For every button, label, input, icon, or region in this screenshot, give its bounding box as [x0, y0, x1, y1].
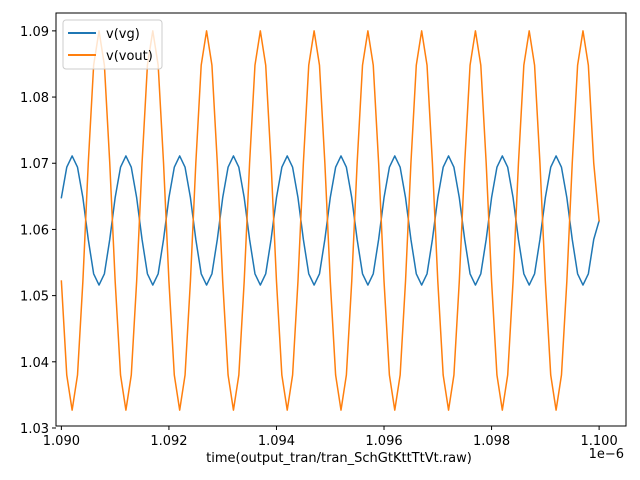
- y-tick-label: 1.08: [20, 91, 49, 106]
- x-tick-label: 1.090: [43, 434, 80, 449]
- legend-label-vout: v(vout): [106, 49, 153, 64]
- legend-label-vg: v(vg): [106, 27, 140, 42]
- y-tick-label: 1.07: [20, 157, 49, 172]
- y-tick-label: 1.05: [20, 290, 49, 305]
- y-axis-ticks: 1.03 1.04 1.05 1.06 1.07 1.08 1.09: [20, 25, 56, 437]
- axes-frame: [55, 12, 627, 427]
- x-tick-label: 1.100: [581, 434, 618, 449]
- x-tick-label: 1.092: [150, 434, 187, 449]
- x-tick-label: 1.098: [473, 434, 510, 449]
- series-line-vg: [60, 155, 601, 286]
- legend: v(vg) v(vout): [62, 19, 163, 70]
- y-tick-label: 1.04: [20, 356, 49, 371]
- y-tick-label: 1.09: [20, 25, 49, 40]
- x-tick-label: 1.096: [365, 434, 402, 449]
- y-tick-label: 1.06: [20, 223, 49, 238]
- x-axis-label: time(output_tran/tran_SchGtKttTtVt.raw): [206, 451, 472, 466]
- y-tick-label: 1.03: [20, 422, 49, 437]
- x-axis-offset-label: 1e−6: [589, 447, 624, 462]
- x-tick-label: 1.094: [258, 434, 295, 449]
- x-axis-ticks: 1.090 1.092 1.094 1.096 1.098 1.100: [43, 426, 618, 449]
